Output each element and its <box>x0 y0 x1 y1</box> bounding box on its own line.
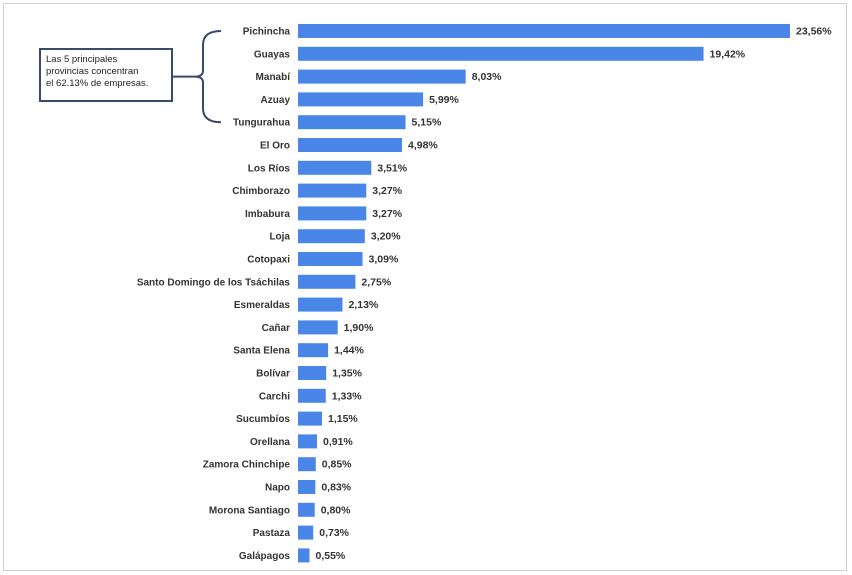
bar <box>298 457 316 472</box>
category-label: Pastaza <box>253 528 291 539</box>
callout-bracket <box>173 30 222 124</box>
bars-group: Pichincha 23,56% Guayas 19,42% Manabí 8,03% Az… <box>137 24 832 563</box>
value-label: 3,27% <box>372 185 402 197</box>
category-label: Bolívar <box>256 369 290 380</box>
bar <box>298 525 314 540</box>
value-label: 0,85% <box>322 459 352 471</box>
value-label: 19,42% <box>710 48 746 60</box>
bar <box>298 115 406 130</box>
bar <box>298 24 790 38</box>
value-label: 0,80% <box>321 504 351 516</box>
category-label: Zamora Chinchipe <box>203 460 291 471</box>
bar <box>298 297 343 312</box>
category-label: Morona Santiago <box>209 505 290 516</box>
bar <box>298 502 315 517</box>
bar <box>298 229 365 244</box>
value-label: 1,33% <box>332 390 362 402</box>
bar <box>298 411 323 426</box>
bar <box>298 138 402 152</box>
value-label: 5,99% <box>429 94 459 106</box>
category-label: Santa Elena <box>233 346 290 357</box>
category-label: Carchi <box>259 391 290 402</box>
bar <box>298 434 318 449</box>
bar <box>298 92 424 107</box>
value-label: 2,13% <box>348 299 378 311</box>
value-label: 1,44% <box>334 345 364 357</box>
category-label: Loja <box>269 232 290 243</box>
category-label: Orellana <box>250 437 290 448</box>
value-label: 0,83% <box>321 482 351 494</box>
bar <box>298 388 326 403</box>
callout-line-2: provincias concentran <box>46 66 139 77</box>
value-label: 3,09% <box>369 254 399 266</box>
value-label: 8,03% <box>472 71 502 83</box>
category-label: Pichincha <box>243 27 291 38</box>
value-label: 1,35% <box>332 368 362 380</box>
category-label: Esmeraldas <box>234 300 291 311</box>
category-label: Guayas <box>254 49 291 60</box>
bar <box>298 343 329 358</box>
value-label: 0,73% <box>319 527 349 539</box>
chart-frame <box>3 3 847 571</box>
category-label: Los Ríos <box>248 163 291 174</box>
bar <box>298 183 367 198</box>
value-label: 1,15% <box>328 413 358 425</box>
bar <box>298 69 466 84</box>
bar <box>298 274 356 289</box>
value-label: 0,91% <box>323 436 353 448</box>
category-label: Chimborazo <box>232 186 290 197</box>
bar <box>298 160 372 175</box>
value-label: 3,20% <box>371 231 401 243</box>
bar <box>298 366 327 380</box>
category-label: Sucumbíos <box>236 414 290 425</box>
category-label: Cotopaxi <box>247 255 290 266</box>
category-label: Manabí <box>256 72 292 83</box>
value-label: 2,75% <box>361 276 391 288</box>
bar <box>298 480 316 494</box>
bar <box>298 320 338 335</box>
value-label: 0,55% <box>315 550 345 562</box>
value-label: 4,98% <box>408 140 438 152</box>
bar <box>298 252 363 266</box>
category-label: Tungurahua <box>233 118 290 129</box>
category-label: Santo Domingo de los Tsáchilas <box>137 277 291 288</box>
value-label: 1,90% <box>344 322 374 334</box>
value-label: 23,56% <box>796 26 832 38</box>
callout-line-1: Las 5 principales <box>46 54 118 65</box>
value-label: 3,51% <box>377 162 407 174</box>
category-label: El Oro <box>260 141 290 152</box>
value-label: 5,15% <box>412 117 442 129</box>
bar <box>298 548 310 563</box>
callout-box: Las 5 principales provincias concentran … <box>39 48 173 102</box>
category-label: Galápagos <box>239 551 291 562</box>
category-label: Napo <box>265 483 290 494</box>
bracket-line <box>194 30 222 124</box>
value-label: 3,27% <box>372 208 402 220</box>
callout-line-3: el 62.13% de empresas. <box>46 78 149 89</box>
category-label: Imbabura <box>245 209 290 220</box>
bar <box>298 206 367 221</box>
category-label: Azuay <box>261 95 291 106</box>
bar <box>298 46 704 61</box>
category-label: Cañar <box>262 323 290 334</box>
